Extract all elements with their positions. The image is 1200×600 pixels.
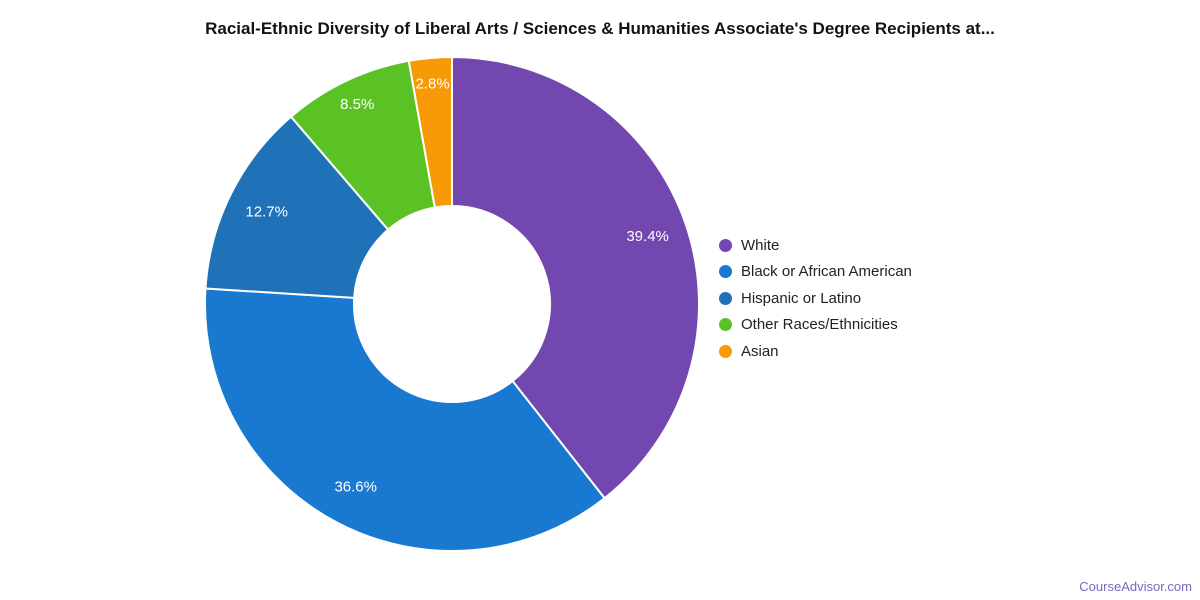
legend-item-hispanic-or-latino: Hispanic or Latino <box>719 285 912 312</box>
legend-swatch-icon <box>719 291 732 305</box>
slice-label-black-or-african-american: 36.6% <box>334 479 377 496</box>
pie-slice-hispanic-or-latino[interactable] <box>204 115 390 299</box>
legend-swatch-icon <box>719 238 732 252</box>
legend-swatch-icon <box>719 344 732 358</box>
legend-item-black-or-african-american: Black or African American <box>719 259 912 286</box>
pie-slice-white[interactable] <box>451 56 700 500</box>
legend-item-other-races-ethnicities: Other Races/Ethnicities <box>719 312 912 339</box>
legend-item-white: White <box>719 232 912 259</box>
legend: White Black or African American Hispanic… <box>719 232 912 365</box>
legend-swatch-icon <box>719 265 732 279</box>
slice-label-asian: 2.8% <box>415 75 449 92</box>
pie-slice-black-or-african-american[interactable] <box>204 287 606 552</box>
legend-label: Other Races/Ethnicities <box>741 316 898 334</box>
legend-label: White <box>741 236 780 254</box>
pie-slice-asian[interactable] <box>407 56 453 209</box>
slice-label-other-races-ethnicities: 8.5% <box>340 96 374 113</box>
legend-item-asian: Asian <box>719 338 912 365</box>
legend-label: Black or African American <box>741 263 912 281</box>
legend-swatch-icon <box>719 318 732 332</box>
slice-label-white: 39.4% <box>626 228 669 245</box>
legend-label: Asian <box>741 342 779 360</box>
legend-label: Hispanic or Latino <box>741 289 862 307</box>
chart-title: Racial-Ethnic Diversity of Liberal Arts … <box>205 19 995 38</box>
watermark-link[interactable]: CourseAdvisor.com <box>1079 579 1192 594</box>
slice-label-hispanic-or-latino: 12.7% <box>245 203 288 220</box>
